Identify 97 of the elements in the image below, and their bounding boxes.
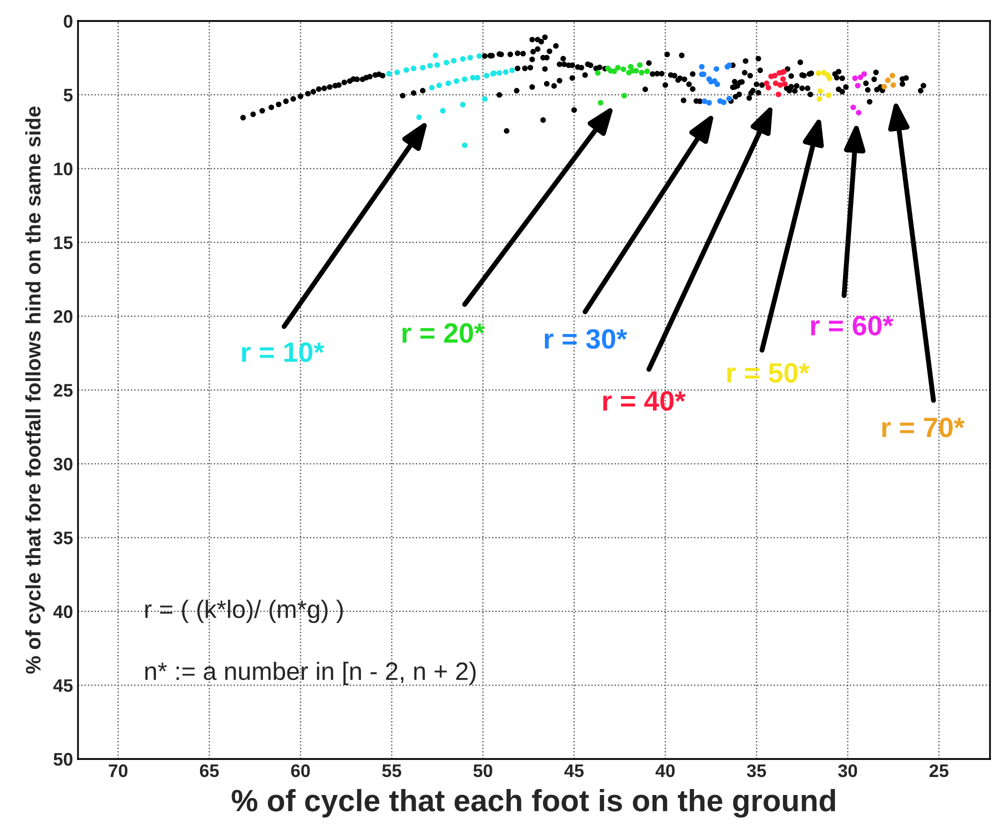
point (776, 92, 782, 98)
point (826, 75, 832, 82)
point (432, 52, 438, 58)
point (702, 98, 708, 104)
y-tick-label: 45 (53, 679, 73, 692)
point (726, 96, 732, 102)
point (720, 100, 726, 106)
point (462, 142, 468, 148)
point (772, 80, 778, 86)
point (440, 108, 446, 114)
point (427, 62, 433, 68)
point (410, 66, 416, 72)
y-tick-label: 15 (54, 236, 73, 250)
point (890, 72, 896, 78)
annotation: r = 60* (811, 316, 894, 336)
point (816, 70, 822, 76)
annotation: r = ( (k*lo)/ (m*g) ) (145, 600, 343, 624)
point (404, 67, 410, 73)
y-tick-label: 35 (53, 532, 73, 544)
x-tick-label: 35 (746, 764, 766, 778)
point (394, 70, 400, 76)
point (854, 82, 861, 88)
point (764, 80, 770, 86)
y-tick-label: 30 (53, 458, 72, 471)
y-tick-label: 20 (54, 310, 72, 323)
point (890, 82, 896, 88)
point (502, 69, 509, 75)
point (766, 84, 772, 90)
point (818, 88, 824, 94)
annotation: r = 10* (242, 342, 324, 362)
point (638, 70, 644, 76)
point (826, 92, 832, 98)
y-tick-label: 0 (64, 14, 72, 28)
point (598, 100, 604, 106)
point (434, 62, 440, 68)
x-tick-label: 60 (291, 764, 310, 778)
annotation: r = 50* (727, 363, 810, 383)
x-tick-label: 70 (108, 764, 128, 778)
point (509, 68, 515, 74)
x-tick-label: 65 (200, 764, 219, 778)
point (861, 71, 867, 77)
point (482, 96, 488, 102)
point (780, 76, 786, 82)
point (816, 96, 822, 102)
annotation: r = 40* (603, 391, 686, 411)
point (484, 72, 490, 78)
point (644, 68, 650, 74)
point (386, 70, 392, 76)
y-tick-label: 10 (54, 162, 72, 176)
y-axis-title: % of cycle that fore footfall follows hind on the same side (25, 106, 45, 674)
y-tick-label: 25 (54, 384, 73, 397)
point (496, 70, 502, 76)
point (858, 74, 864, 80)
point (699, 64, 705, 70)
x-tick-label: 30 (838, 764, 858, 778)
x-tick-label: 45 (564, 764, 584, 778)
point (460, 56, 466, 62)
point (460, 102, 466, 108)
annotation: n* := a number in [n - 2, n + 2) (145, 662, 476, 686)
point (856, 110, 862, 116)
point (474, 74, 480, 80)
point (454, 78, 460, 84)
point (444, 60, 450, 66)
x-tick-label: 25 (930, 764, 948, 778)
point (885, 78, 891, 84)
x-axis-title: % of cycle that each foot is on the ground (232, 789, 836, 818)
point (416, 114, 422, 120)
point (615, 64, 621, 70)
point (850, 104, 856, 110)
annotation: r = 30* (544, 329, 628, 349)
point (467, 54, 473, 60)
point (436, 82, 442, 88)
x-tick-label: 55 (382, 764, 402, 778)
x-tick-label: 50 (473, 764, 492, 778)
point (622, 92, 628, 98)
point (881, 84, 887, 90)
point (470, 74, 476, 80)
y-tick-label: 50 (54, 752, 72, 766)
point (637, 62, 643, 68)
point (620, 66, 626, 72)
point (595, 70, 601, 76)
point (714, 82, 720, 88)
y-tick-label: 40 (53, 605, 72, 618)
y-tick-label: 5 (64, 88, 73, 102)
point (420, 64, 426, 70)
point (476, 53, 482, 59)
point (706, 100, 712, 106)
point (852, 75, 858, 82)
point (714, 66, 720, 72)
x-tick-label: 40 (656, 764, 675, 778)
point (429, 84, 435, 90)
point (782, 81, 788, 87)
point (450, 58, 457, 64)
annotation: r = 70* (882, 418, 965, 438)
point (445, 80, 452, 86)
annotation: r = 20* (402, 323, 485, 343)
point (462, 76, 468, 82)
